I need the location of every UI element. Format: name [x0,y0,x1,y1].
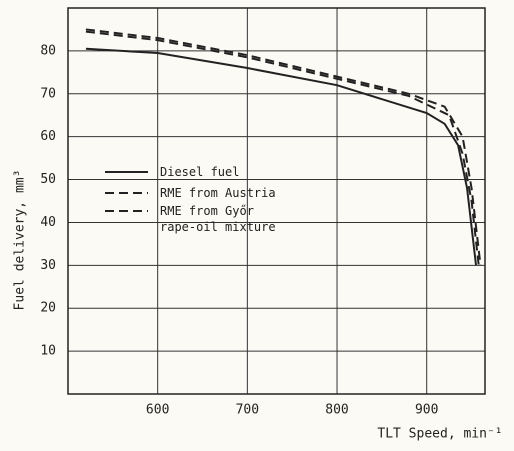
y-tick-label: 40 [40,215,56,230]
x-axis-label: TLT Speed, min⁻¹ [377,427,502,442]
x-tick-label: 700 [236,403,259,418]
y-tick-label: 60 [40,129,56,144]
plot-frame [67,7,486,395]
x-tick-label: 900 [415,403,438,418]
series-line [85,47,478,266]
legend-label: Diesel fuel [160,165,240,179]
y-tick-label: 20 [40,301,56,316]
y-tick-label: 80 [40,43,56,58]
x-tick-label: 800 [325,403,348,418]
y-tick-label: 70 [40,86,56,101]
legend-label: RME from Győr rape-oil mixture [160,204,276,234]
x-tick-label: 600 [146,403,169,418]
series-line [85,28,482,266]
y-axis-label: Fuel delivery, mm³ [13,170,28,311]
y-tick-label: 50 [40,172,56,187]
y-tick-label: 30 [40,258,56,273]
legend-label: RME from Austria [160,186,276,200]
y-tick-label: 10 [40,344,56,359]
series-line [85,30,480,266]
